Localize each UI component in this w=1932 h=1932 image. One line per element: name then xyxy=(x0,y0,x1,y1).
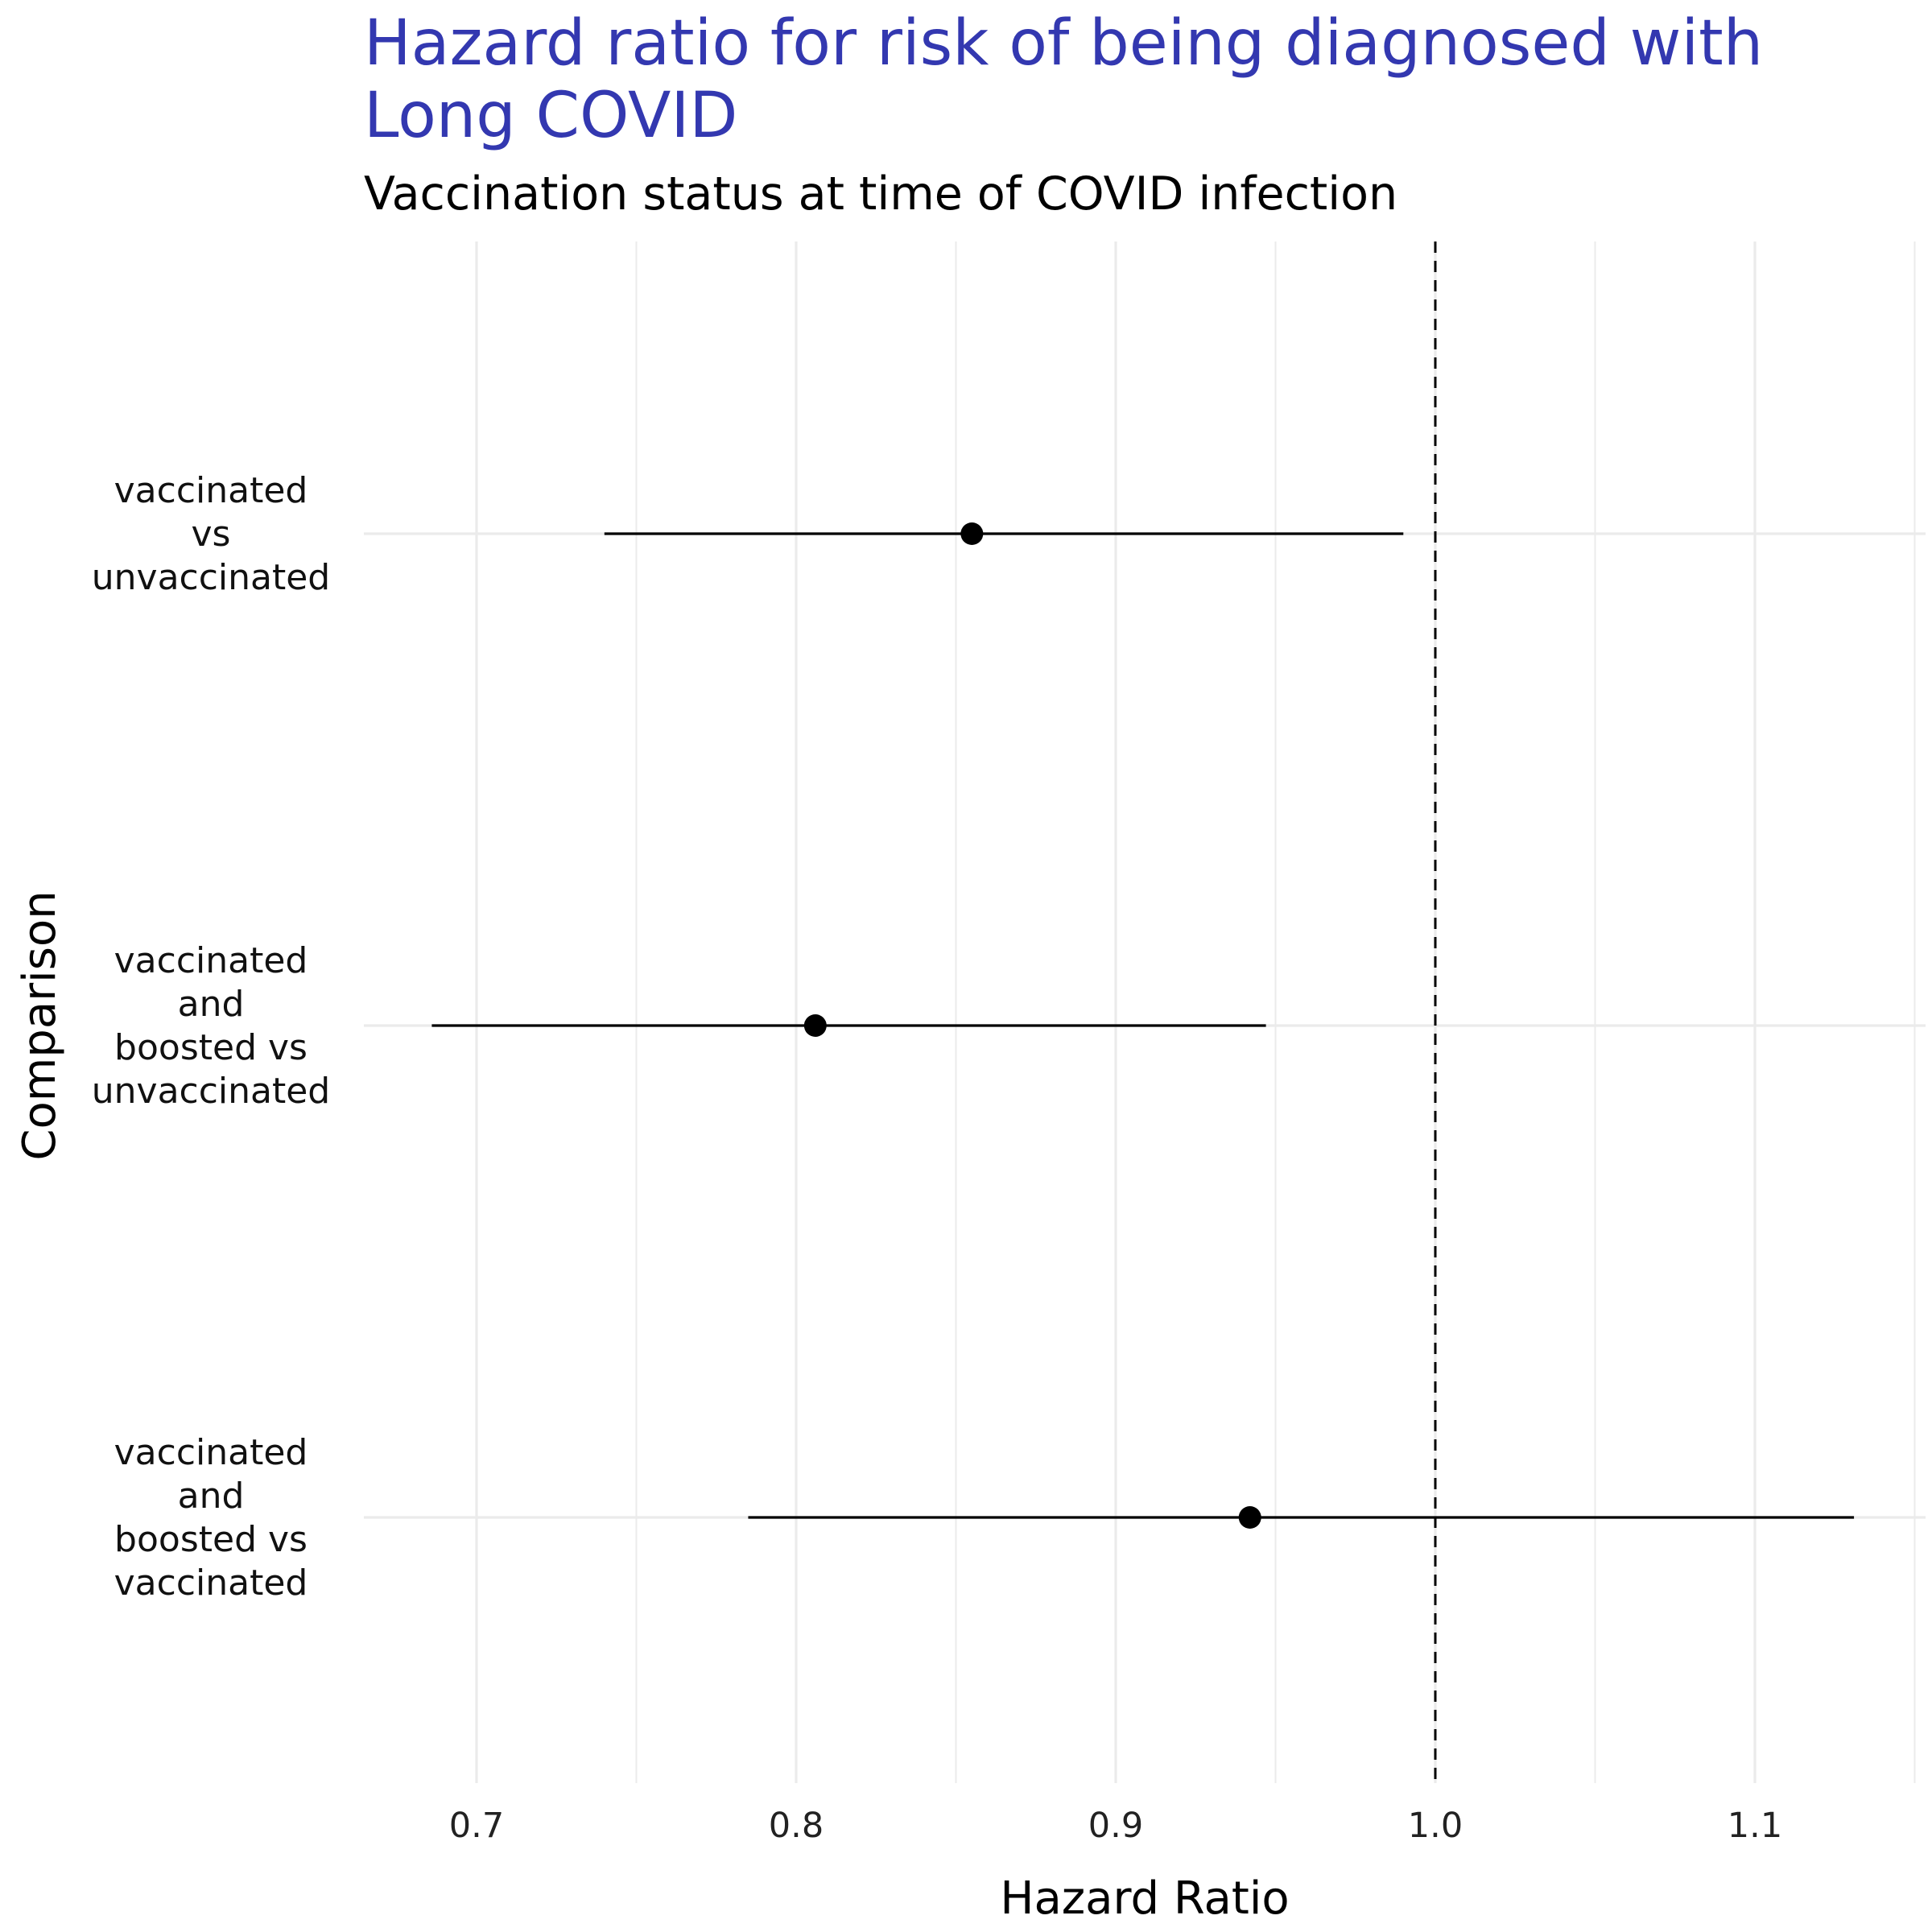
category-label-3-line-4: vaccinated xyxy=(114,1563,308,1604)
grid xyxy=(364,242,1926,1783)
x-tick-label-3: 0.9 xyxy=(1088,1806,1143,1846)
chart-title-line-1: Hazard ratio for risk of being diagnosed… xyxy=(364,7,1763,80)
x-tick-label-5: 1.1 xyxy=(1728,1806,1782,1846)
y-axis-title: Comparison xyxy=(14,890,66,1160)
estimate-point-1 xyxy=(960,522,984,545)
forest-marks xyxy=(431,242,1855,1783)
x-axis-ticks: 0.7 0.8 0.9 1.0 1.1 xyxy=(449,1806,1782,1846)
category-label-2-line-1: vaccinated xyxy=(114,940,308,981)
category-label-3-line-2: and xyxy=(178,1476,245,1517)
estimate-point-3 xyxy=(1238,1506,1261,1529)
chart-title-line-2: Long COVID xyxy=(364,80,737,152)
category-label-3-line-1: vaccinated xyxy=(114,1432,308,1473)
x-tick-label-1: 0.7 xyxy=(449,1806,504,1846)
category-label-1-line-2: vs xyxy=(192,514,231,555)
category-label-3-line-3: boosted vs xyxy=(114,1519,308,1560)
category-label-2-line-2: and xyxy=(178,984,245,1025)
category-label-2-line-4: unvaccinated xyxy=(92,1071,330,1112)
estimate-point-2 xyxy=(803,1014,827,1037)
x-tick-label-2: 0.8 xyxy=(769,1806,824,1846)
category-label-1-line-1: vaccinated xyxy=(114,470,308,511)
category-label-2-line-3: boosted vs xyxy=(114,1027,308,1068)
chart-subtitle: Vaccination status at time of COVID infe… xyxy=(364,167,1397,221)
category-label-1-line-3: unvaccinated xyxy=(92,557,330,598)
x-tick-label-4: 1.0 xyxy=(1408,1806,1463,1846)
x-axis-title: Hazard Ratio xyxy=(1000,1872,1289,1925)
y-axis-categories: vaccinatedvsunvaccinatedvaccinatedandboo… xyxy=(92,470,330,1604)
